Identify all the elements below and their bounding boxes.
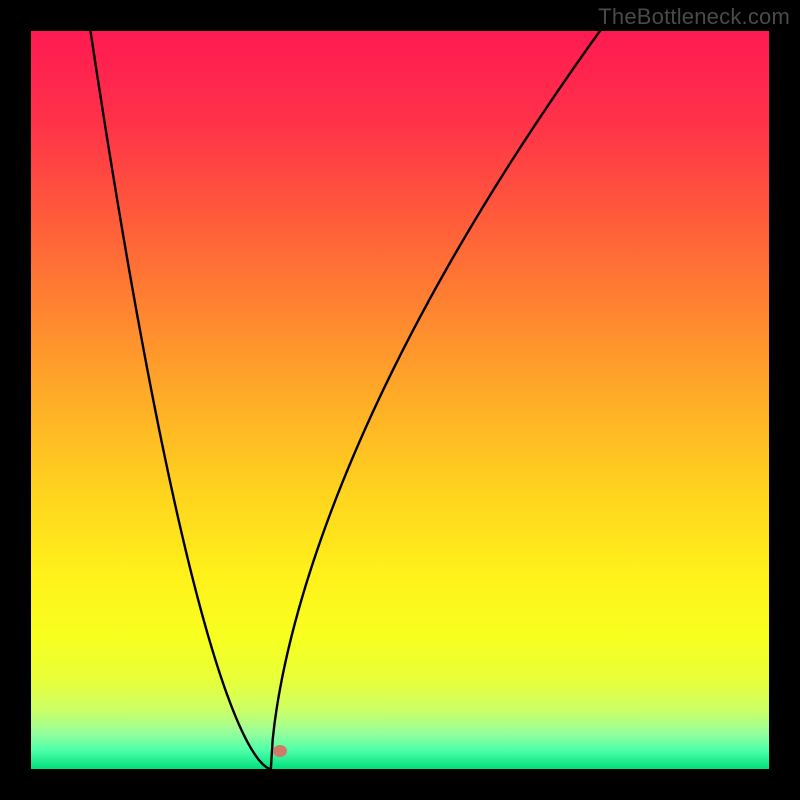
chart-root: TheBottleneck.com (0, 0, 800, 800)
bottleneck-curve (31, 31, 769, 769)
plot-area (31, 31, 769, 769)
watermark-text: TheBottleneck.com (598, 4, 790, 30)
